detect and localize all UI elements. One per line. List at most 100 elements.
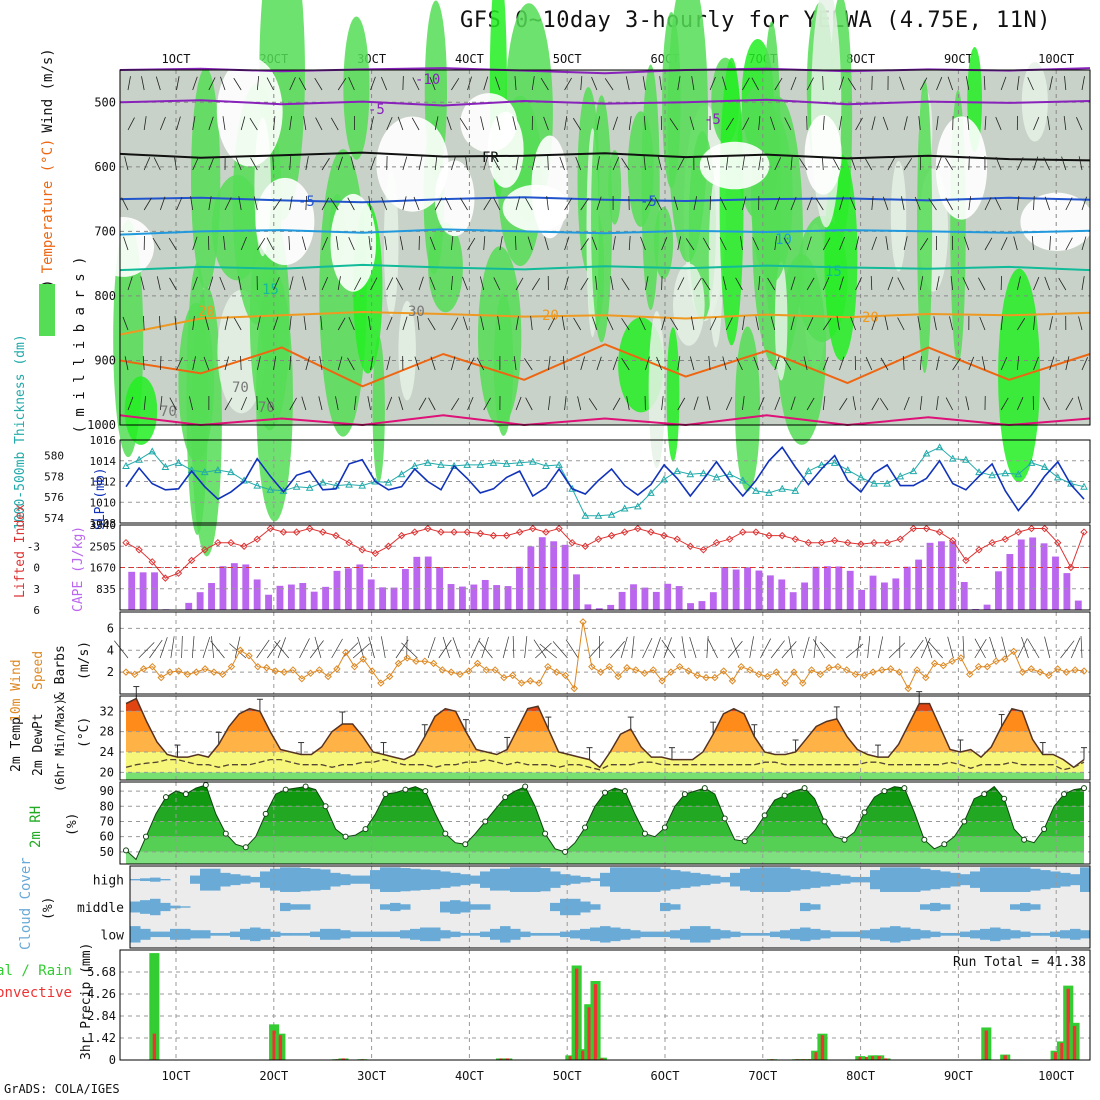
wind-barb	[950, 276, 954, 291]
cape-bar	[1040, 543, 1048, 610]
cloud-cover-cell	[930, 870, 941, 890]
wind-barb	[645, 356, 650, 371]
wind-barb	[864, 157, 873, 171]
wind-barb	[143, 157, 151, 171]
cloud-cover-cell	[640, 867, 651, 892]
cloud-cover-cell	[1080, 867, 1091, 892]
wind-barb	[1016, 196, 1020, 211]
y-tick-label: 24	[100, 745, 114, 759]
rh-contour-fill	[627, 111, 654, 227]
cloud-cover-cell	[490, 928, 501, 940]
wind-barb	[806, 236, 812, 251]
wind-barb	[483, 236, 486, 251]
wind-barb	[836, 316, 840, 331]
wind-barb	[173, 156, 177, 171]
thickness-point	[214, 466, 222, 474]
y-tick-label: 1.42	[87, 1031, 116, 1045]
cloud-cover-cell	[970, 930, 981, 939]
wind-barb	[222, 116, 226, 131]
cloud-cover-cell	[590, 878, 601, 882]
wind-barb	[169, 277, 177, 291]
precip-convective-bar	[1053, 1052, 1058, 1060]
wind-barb	[612, 356, 619, 371]
wind-barb	[1016, 276, 1021, 291]
y-tick-label: 2	[107, 665, 114, 679]
cloud-cover-cell	[950, 932, 961, 936]
wind-barb	[480, 116, 485, 131]
wind-barb	[919, 276, 924, 291]
precip-convective-bar	[864, 1056, 869, 1060]
wind-barb	[677, 157, 685, 171]
cloud-level-label: high	[93, 874, 124, 889]
wind-barb	[548, 356, 551, 371]
cape-bar	[242, 564, 250, 610]
isotherm-line	[119, 196, 1091, 204]
wind-barb	[735, 277, 743, 291]
wind-speed-point	[737, 662, 745, 671]
y-axis-label-left: Lifted Index	[13, 504, 28, 598]
lifted-index-point	[240, 542, 248, 550]
wind-barb	[927, 641, 943, 659]
isotherm-line	[119, 310, 1091, 336]
cloud-cover-cell	[680, 871, 691, 888]
cape-bar	[938, 541, 945, 610]
cloud-cover-cell	[220, 872, 231, 887]
cloud-cover-cell	[560, 898, 571, 916]
wind-barb	[492, 157, 501, 171]
thickness-point	[371, 477, 380, 485]
wind-barb	[429, 76, 436, 91]
wind-barb	[822, 356, 829, 371]
precip-convective-bar	[883, 1058, 888, 1060]
wind-barb	[1063, 116, 1067, 131]
cloud-level-label: middle	[77, 901, 124, 916]
wind-barb	[839, 398, 848, 411]
wind-barb	[645, 197, 653, 211]
cloud-cover-cell	[400, 868, 411, 892]
wind-barb	[402, 156, 408, 171]
cloud-cover-cell	[570, 875, 581, 884]
wind-barb	[1049, 76, 1053, 91]
lifted-index-point	[515, 528, 524, 536]
wind-barb	[802, 636, 810, 659]
wind-barb	[989, 636, 997, 659]
wind-speed-point	[342, 648, 350, 657]
wind-barb	[1016, 317, 1026, 331]
wind-speed-point	[368, 667, 376, 675]
wind-barb	[353, 396, 357, 411]
rh-contour-fill	[383, 170, 399, 317]
cloud-cover-cell	[650, 867, 661, 892]
wind-barb	[806, 397, 815, 411]
y-tick-label: 2.84	[87, 1009, 116, 1023]
wind-barb	[781, 641, 797, 659]
wind-barb	[530, 316, 533, 331]
wind-speed-point	[948, 657, 956, 665]
rh-contour-fill	[667, 0, 709, 263]
cloud-cover-cell	[180, 906, 191, 908]
cloud-cover-cell	[570, 930, 581, 939]
wind-barb	[442, 636, 450, 659]
wind-barb	[612, 116, 618, 131]
contour-label: 10	[775, 232, 792, 248]
cloud-cover-cell	[760, 867, 771, 892]
wind-barb	[257, 237, 266, 251]
cloud-cover-cell	[730, 872, 741, 887]
wind-barb	[368, 316, 371, 331]
wind-barb	[839, 76, 845, 91]
cloud-cover-cell	[200, 868, 211, 891]
wind-barb	[752, 237, 759, 251]
wind-barb	[395, 639, 409, 659]
wind-barb	[181, 636, 183, 659]
cloud-cover-cell	[130, 926, 141, 943]
cape-bar	[333, 570, 341, 610]
cloud-cover-cell	[530, 867, 541, 892]
wind-barb	[539, 643, 557, 659]
wind-speed-point	[1045, 671, 1053, 680]
wind-barb	[865, 357, 873, 371]
cloud-cover-cell	[620, 928, 631, 940]
x-tick-label-bottom: 9OCT	[944, 1069, 973, 1083]
wind-barb	[155, 76, 161, 91]
wind-barb	[1033, 156, 1039, 171]
wind-speed-point	[904, 684, 912, 693]
rh-point	[881, 788, 888, 795]
